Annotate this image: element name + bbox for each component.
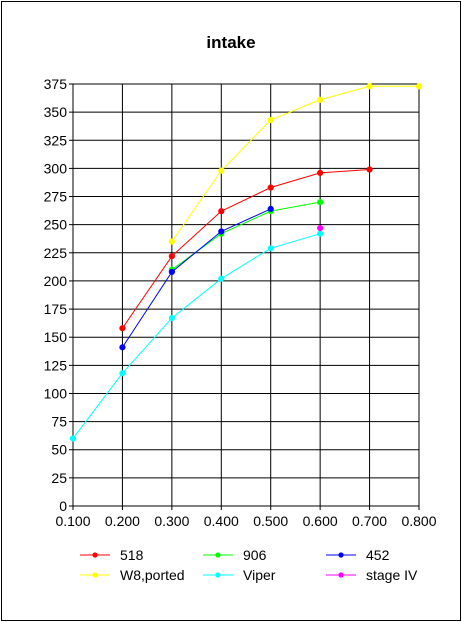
- x-tick-label: 0.600: [303, 513, 338, 529]
- legend-label: Viper: [243, 567, 276, 583]
- y-tick-label: 0: [59, 498, 67, 514]
- data-point: [119, 370, 126, 377]
- series-3: [168, 83, 423, 245]
- series-line: [72, 233, 321, 439]
- data-point: [218, 167, 225, 174]
- data-point: [168, 268, 175, 276]
- series-line: [171, 85, 419, 242]
- series-2: [119, 205, 274, 351]
- data-point: [267, 205, 274, 213]
- legend-label: 518: [120, 547, 144, 563]
- data-point: [267, 116, 274, 124]
- series-line: [122, 169, 370, 329]
- series-layer: [69, 83, 423, 442]
- data-point: [317, 224, 324, 232]
- data-point: [366, 166, 373, 173]
- data-point: [218, 275, 225, 282]
- y-tick-label: 375: [44, 76, 68, 92]
- x-tick-label: 0.300: [154, 513, 189, 529]
- y-tick-label: 275: [44, 189, 68, 205]
- x-tick-label: 0.800: [401, 513, 436, 529]
- data-point: [317, 96, 324, 103]
- series-0: [119, 166, 373, 332]
- series-line: [122, 208, 271, 348]
- data-point: [69, 435, 77, 442]
- y-tick-label: 25: [51, 470, 67, 486]
- y-tick-label: 125: [44, 357, 68, 373]
- chart-title: intake: [206, 33, 255, 52]
- x-tick-label: 0.500: [253, 513, 288, 529]
- y-tick-label: 175: [44, 301, 68, 317]
- data-point: [415, 83, 423, 90]
- legend-swatch: [203, 552, 233, 558]
- legend-swatch: [80, 552, 110, 558]
- x-tick-label: 0.700: [352, 513, 387, 529]
- y-tick-label: 300: [44, 160, 68, 176]
- x-tick-label: 0.100: [55, 513, 90, 529]
- data-point: [317, 199, 324, 206]
- data-point: [119, 344, 126, 351]
- y-tick-label: 100: [44, 385, 68, 401]
- x-tick-label: 0.400: [204, 513, 239, 529]
- legend-swatch: [80, 572, 110, 578]
- legend-swatch: [326, 572, 356, 578]
- data-point: [168, 238, 175, 245]
- legend-swatch: [326, 552, 356, 558]
- data-point: [218, 228, 225, 235]
- data-point: [267, 184, 274, 191]
- data-point: [267, 245, 274, 252]
- legend-label: W8,ported: [120, 567, 185, 583]
- data-point: [168, 314, 175, 322]
- plot-area: [72, 83, 420, 507]
- y-tick-label: 50: [51, 442, 67, 458]
- y-tick-label: 325: [44, 132, 68, 148]
- y-tick-label: 200: [44, 273, 68, 289]
- gridlines: [72, 83, 420, 507]
- tick-labels: 0 25 50 75 100 125 150 175 200 225 250 275 300 325 350…: [44, 76, 437, 529]
- y-tick-label: 250: [44, 217, 68, 233]
- legend-label: 452: [366, 547, 390, 563]
- legend-swatch: [203, 572, 233, 578]
- legend-label: stage IV: [366, 567, 418, 583]
- y-tick-label: 150: [44, 329, 68, 345]
- data-point: [168, 253, 175, 260]
- data-point: [366, 83, 373, 90]
- y-tick-label: 350: [44, 104, 68, 120]
- data-point: [317, 230, 324, 237]
- data-point: [317, 169, 324, 177]
- series-5: [317, 224, 324, 232]
- data-point: [119, 325, 126, 332]
- y-tick-label: 75: [51, 414, 67, 430]
- series-4: [69, 230, 324, 442]
- legend-label: 906: [243, 547, 267, 563]
- data-point: [218, 208, 225, 215]
- y-tick-label: 225: [44, 245, 68, 261]
- x-tick-label: 0.200: [105, 513, 140, 529]
